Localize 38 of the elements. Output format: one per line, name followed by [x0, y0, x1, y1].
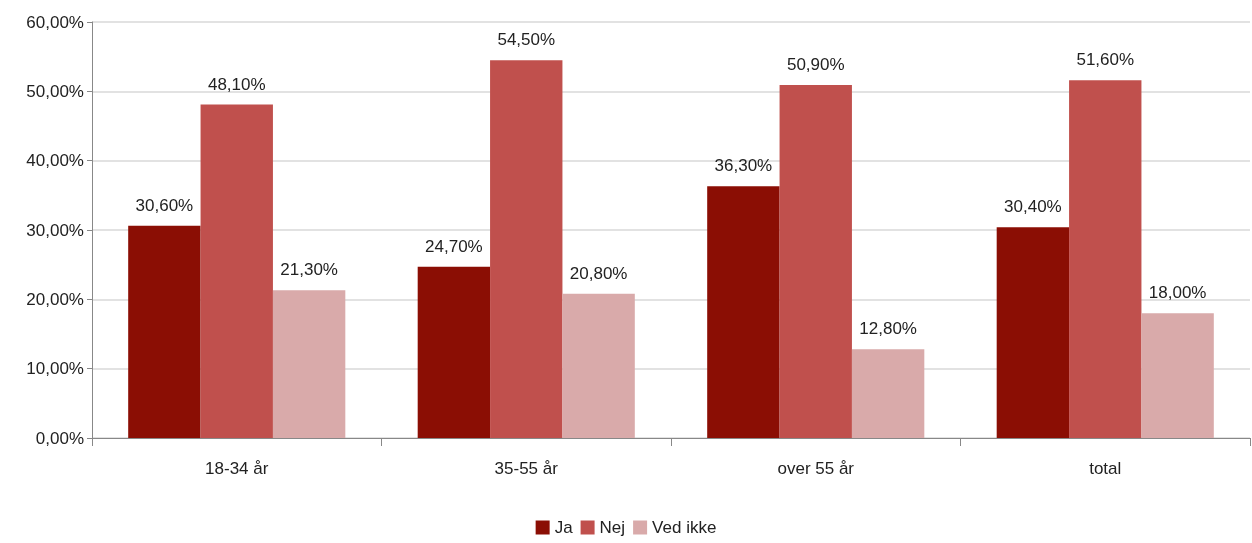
data-label: 36,30%	[714, 156, 773, 176]
x-tick-label: over 55 år	[777, 459, 855, 478]
data-label: 30,40%	[1004, 197, 1062, 217]
x-tick-label: total	[1089, 459, 1122, 478]
y-tick-label: 10,00%	[26, 359, 84, 379]
y-tick-label: 30,00%	[26, 220, 84, 240]
data-label: 50,90%	[786, 55, 845, 75]
data-label: 18,00%	[1148, 283, 1207, 303]
data-label: 30,60%	[135, 195, 194, 215]
y-tick-label: 20,00%	[26, 289, 84, 309]
y-tick-label: 50,00%	[26, 81, 84, 101]
bar	[779, 85, 852, 438]
y-tick-label: 40,00%	[26, 151, 84, 171]
data-label: 21,30%	[280, 260, 338, 280]
bar	[490, 60, 563, 438]
legend-label: Ja	[554, 518, 574, 537]
bar	[996, 227, 1070, 438]
data-label: 24,70%	[425, 236, 483, 256]
bar	[707, 186, 780, 438]
bar	[272, 290, 346, 438]
x-tick-label: 35-55 år	[494, 459, 559, 478]
x-tick-label: 18-34 år	[205, 459, 269, 478]
bar	[128, 225, 201, 438]
legend-label: Ved ikke	[652, 518, 717, 537]
data-label: 54,50%	[497, 30, 556, 50]
bar	[1141, 313, 1214, 438]
bar	[1069, 80, 1142, 438]
data-label: 48,10%	[207, 74, 266, 94]
y-tick-label: 60,00%	[26, 12, 84, 32]
bar	[851, 349, 925, 438]
data-label: 51,60%	[1076, 50, 1135, 70]
legend-label: Nej	[599, 518, 626, 537]
data-label: 20,80%	[569, 263, 628, 283]
bar	[200, 104, 273, 438]
y-tick-label: 0,00%	[35, 428, 84, 448]
bar	[417, 266, 491, 438]
data-label: 12,80%	[859, 319, 917, 339]
bar	[562, 293, 635, 438]
